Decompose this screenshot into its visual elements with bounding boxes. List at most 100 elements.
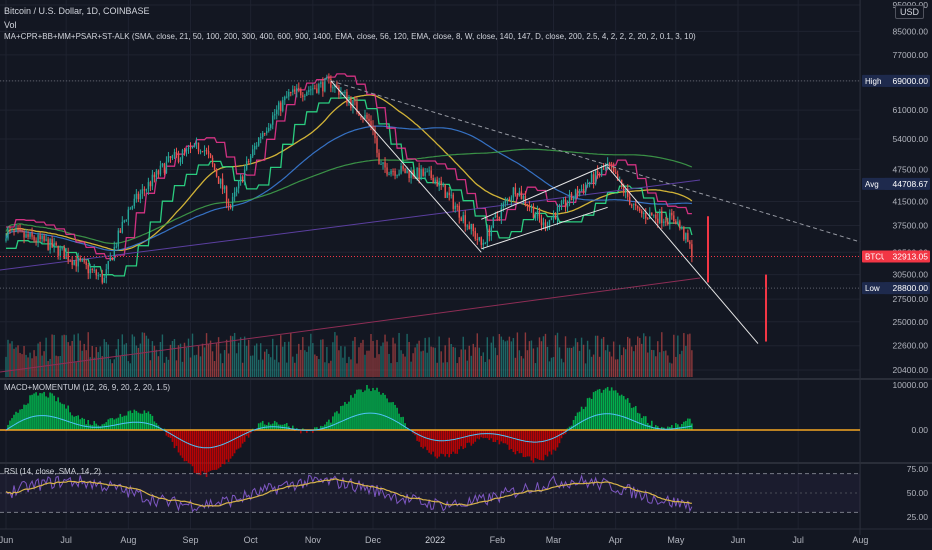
candle-body — [69, 260, 71, 262]
candle-body — [691, 244, 693, 257]
macd-histogram-bar — [498, 430, 501, 445]
candle-body — [276, 109, 278, 115]
candle-body — [37, 235, 39, 242]
macd-histogram-bar — [592, 392, 595, 430]
volume-bar — [470, 355, 472, 377]
candle-body — [328, 77, 330, 79]
candle-body — [532, 206, 535, 218]
volume-bar — [550, 357, 553, 377]
macd-histogram-bar — [37, 395, 39, 430]
macd-histogram-bar — [422, 430, 424, 449]
candle-body — [55, 242, 57, 246]
volume-bar — [657, 341, 659, 377]
macd-histogram-bar — [203, 430, 206, 473]
macd-histogram-bar — [508, 430, 511, 450]
candle-body — [462, 215, 464, 221]
volume-bar — [213, 361, 216, 377]
candle-body — [520, 191, 523, 200]
candle-body — [183, 150, 186, 152]
volume-bar — [167, 359, 170, 377]
candle-body — [659, 211, 661, 223]
macd-histogram-bar — [582, 409, 585, 430]
volume-bar — [633, 351, 635, 377]
volume-bar — [61, 335, 63, 377]
macd-histogram-bar — [247, 430, 250, 438]
volume-bar — [189, 357, 192, 377]
macd-histogram-bar — [326, 421, 328, 430]
candle-body — [330, 78, 332, 88]
macd-histogram-bar — [267, 422, 270, 430]
macd-histogram-bar — [221, 430, 224, 464]
candle-body — [647, 218, 649, 220]
volume-bar — [542, 336, 545, 377]
volume-bar — [37, 343, 39, 377]
time-tick-label: Jun — [0, 535, 13, 545]
volume-bar — [637, 336, 639, 377]
volume-bar — [562, 362, 565, 377]
candle-body — [626, 189, 629, 197]
candle-body — [314, 88, 316, 90]
volume-bar — [221, 363, 224, 377]
macd-histogram-bar — [133, 409, 136, 430]
volume-bar — [43, 351, 45, 377]
candle-body — [362, 117, 364, 119]
currency-button[interactable]: USD — [894, 5, 924, 19]
projection-line — [607, 166, 759, 344]
time-tick-label: Jul — [60, 535, 72, 545]
volume-bar — [564, 336, 567, 377]
candle-body — [661, 211, 663, 224]
candle-body — [221, 178, 224, 190]
volume-bar — [69, 345, 71, 377]
candle-body — [123, 220, 126, 222]
macd-histogram-bar — [127, 411, 130, 430]
macd-histogram-bar — [685, 420, 687, 430]
macd-histogram-bar — [406, 428, 408, 430]
candle-body — [550, 217, 553, 220]
volume-bar — [386, 341, 388, 377]
volume-bar — [278, 362, 280, 377]
candle-body — [552, 214, 555, 218]
candle-body — [215, 170, 218, 177]
macd-histogram-bar — [215, 430, 218, 470]
macd-histogram-bar — [115, 418, 118, 430]
macd-histogram-bar — [354, 393, 356, 430]
candle-body — [392, 170, 394, 172]
volume-bar — [430, 346, 432, 377]
volume-bar — [105, 342, 107, 377]
candle-body — [382, 162, 384, 164]
macd-histogram-bar — [356, 389, 358, 430]
macd-histogram-bar — [342, 405, 344, 430]
volume-bar — [169, 344, 172, 377]
volume-bar — [639, 337, 641, 377]
macd-histogram-bar — [306, 430, 308, 433]
volume-bar — [101, 356, 103, 377]
candle-body — [516, 194, 519, 197]
macd-histogram-bar — [588, 397, 591, 430]
macd-histogram-bar — [233, 430, 236, 454]
volume-bar — [490, 342, 493, 377]
volume-bar — [629, 338, 631, 377]
volume-bar — [185, 347, 188, 377]
macd-histogram-bar — [83, 418, 86, 430]
candle-body — [436, 179, 438, 187]
macd-histogram-bar — [199, 430, 202, 476]
volume-bar — [687, 334, 689, 377]
macd-histogram-bar — [81, 417, 84, 430]
volume-bar — [219, 353, 222, 377]
macd-histogram-bar — [338, 413, 340, 430]
volume-bar — [392, 337, 394, 377]
volume-bar — [241, 362, 244, 377]
volume-bar — [306, 351, 308, 377]
candle-body — [424, 171, 426, 176]
candle-body — [394, 170, 396, 176]
candle-body — [490, 227, 493, 237]
candle-body — [227, 203, 230, 206]
macd-histogram-bar — [396, 407, 398, 430]
time-tick-label: Mar — [546, 535, 562, 545]
candle-body — [143, 189, 146, 191]
volume-bar — [264, 351, 266, 377]
macd-histogram-bar — [29, 395, 31, 430]
volume-bar — [173, 339, 176, 377]
macd-histogram-bar — [440, 430, 442, 454]
